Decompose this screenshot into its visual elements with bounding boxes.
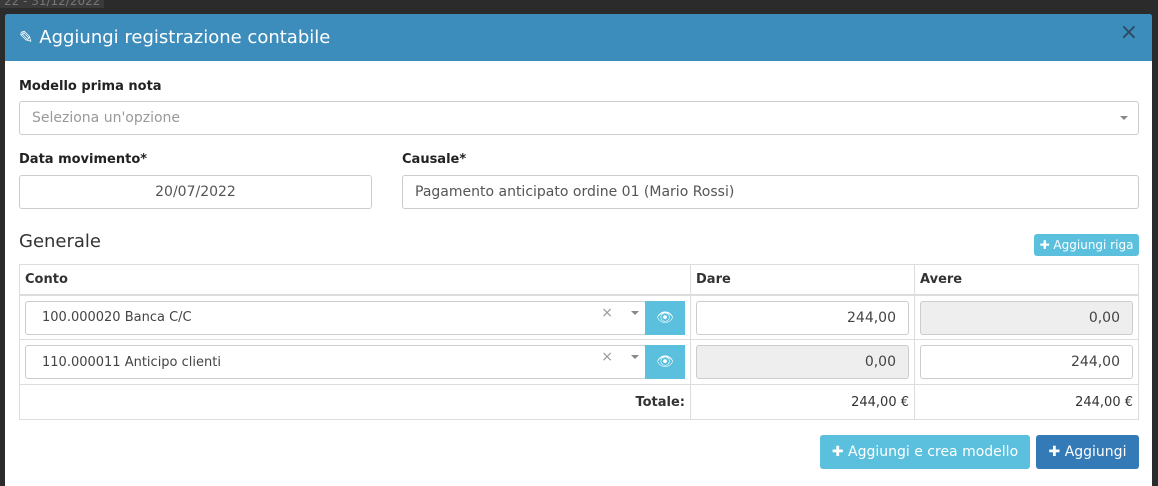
- total-label: Totale:: [19, 384, 691, 420]
- table-row: 100.000020 Banca C/C × 👁 244,00 0,00: [19, 294, 1139, 340]
- modal-title: Aggiungi registrazione contabile: [39, 27, 331, 48]
- causale-label: Causale*: [402, 152, 467, 167]
- clear-icon[interactable]: ×: [601, 349, 613, 365]
- entries-table: Conto Dare Avere 100.000020 Banca C/C × …: [19, 264, 1139, 420]
- eye-icon[interactable]: 👁: [645, 300, 685, 335]
- data-movimento-input[interactable]: 20/07/2022: [19, 175, 372, 209]
- add-entry-modal: ✎ Aggiungi registrazione contabile × Mod…: [5, 14, 1152, 486]
- modello-select[interactable]: Seleziona un'opzione: [19, 101, 1139, 135]
- chevron-down-icon: [631, 310, 639, 315]
- avere-input: 0,00: [920, 300, 1133, 335]
- total-avere: 244,00 €: [914, 384, 1139, 420]
- pencil-icon: ✎: [19, 27, 34, 48]
- modello-label: Modello prima nota: [19, 79, 162, 94]
- conto-select[interactable]: 100.000020 Banca C/C: [25, 300, 646, 335]
- add-and-create-model-button[interactable]: ✚ Aggiungi e crea modello: [820, 435, 1030, 469]
- dare-input: 0,00: [696, 345, 909, 379]
- total-row: Totale: 244,00 € 244,00 €: [19, 384, 1139, 420]
- causale-input[interactable]: Pagamento anticipato ordine 01 (Mario Ro…: [402, 175, 1139, 209]
- chevron-down-icon: [631, 355, 639, 359]
- background-date-range: 22 - 31/12/2022: [0, 0, 105, 8]
- dare-input[interactable]: 244,00: [696, 300, 909, 335]
- col-dare: Dare: [690, 264, 915, 296]
- section-title: Generale: [19, 231, 102, 252]
- add-row-button[interactable]: ✚ Aggiungi riga: [1034, 234, 1139, 256]
- conto-value: 100.000020 Banca C/C: [42, 310, 192, 325]
- modello-placeholder: Seleziona un'opzione: [32, 110, 181, 126]
- eye-icon[interactable]: 👁: [645, 345, 685, 379]
- total-dare: 244,00 €: [690, 384, 915, 420]
- add-button[interactable]: ✚ Aggiungi: [1036, 435, 1139, 469]
- conto-select[interactable]: 110.000011 Anticipo clienti: [25, 345, 646, 379]
- table-row: 110.000011 Anticipo clienti × 👁 0,00 244…: [19, 339, 1139, 385]
- chevron-down-icon: [1120, 116, 1128, 120]
- col-conto: Conto: [19, 264, 691, 296]
- col-avere: Avere: [914, 264, 1139, 296]
- avere-input[interactable]: 244,00: [920, 345, 1133, 379]
- data-label: Data movimento*: [19, 152, 148, 167]
- clear-icon[interactable]: ×: [601, 304, 613, 321]
- close-icon[interactable]: ×: [1119, 20, 1138, 45]
- modal-header: ✎ Aggiungi registrazione contabile: [5, 14, 1152, 61]
- conto-value: 110.000011 Anticipo clienti: [42, 354, 221, 370]
